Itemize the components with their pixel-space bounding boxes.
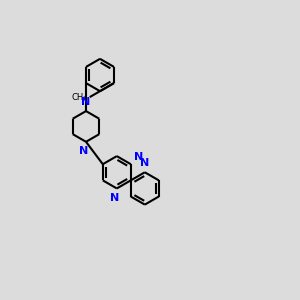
- Text: N: N: [81, 97, 91, 107]
- Text: N: N: [140, 158, 149, 168]
- Text: N: N: [134, 152, 143, 162]
- Text: CH₃: CH₃: [71, 93, 87, 102]
- Text: N: N: [110, 194, 119, 203]
- Text: N: N: [80, 146, 88, 156]
